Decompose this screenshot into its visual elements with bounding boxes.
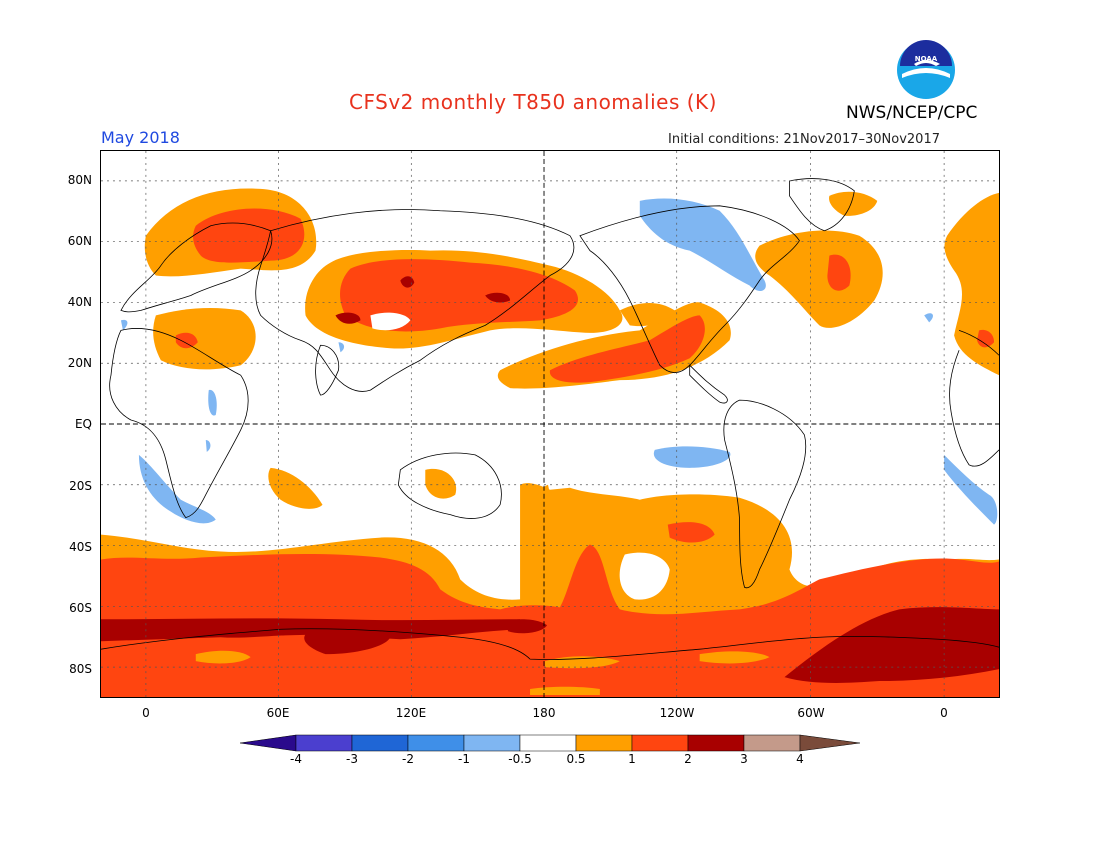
colorbar-swatch-neg2-neg1 xyxy=(407,734,465,752)
initial-conditions: Initial conditions: 21Nov2017–30Nov2017 xyxy=(668,132,940,147)
lon-label-60w: 60W xyxy=(797,706,825,720)
logo-text: NOAA xyxy=(915,55,938,63)
lon-label-180: 180 xyxy=(532,706,556,720)
lon-label-60e: 60E xyxy=(266,706,290,720)
colorbar-swatch-lt-neg4 xyxy=(240,734,297,752)
colorbar-swatch-3-4 xyxy=(743,734,801,752)
colorbar-swatch-gt4 xyxy=(799,734,861,752)
colorbar-label-3: 3 xyxy=(740,752,748,766)
noaa-logo: NOAA xyxy=(897,40,955,99)
lat-label-20n: 20N xyxy=(67,356,92,370)
colorbar-swatch-neg4-neg3 xyxy=(295,734,353,752)
colorbar-swatch-2-3 xyxy=(687,734,745,752)
colorbar-swatch-neutral xyxy=(519,734,577,752)
colorbar-label-2: 2 xyxy=(684,752,692,766)
graticule xyxy=(101,151,999,697)
colorbar-label-05: 0.5 xyxy=(566,752,586,766)
lon-label-0-right: 0 xyxy=(940,706,948,720)
lat-label-80s: 80S xyxy=(69,662,92,676)
colorbar-label-neg1: -1 xyxy=(458,752,470,766)
colorbar-swatch-neg1-neg05 xyxy=(463,734,521,752)
lat-label-80n: 80N xyxy=(67,173,92,187)
colorbar xyxy=(240,734,861,752)
lat-label-40s: 40S xyxy=(69,540,92,554)
colorbar-swatch-05-1 xyxy=(575,734,633,752)
colorbar-label-neg05: -0.5 xyxy=(508,752,532,766)
colorbar-swatch-neg3-neg2 xyxy=(351,734,409,752)
colorbar-label-neg2: -2 xyxy=(402,752,414,766)
chart-title: CFSv2 monthly T850 anomalies (K) xyxy=(349,90,717,114)
lat-label-20s: 20S xyxy=(69,479,92,493)
lat-label-60s: 60S xyxy=(69,601,92,615)
anomaly-map xyxy=(100,150,1000,698)
colorbar-label-neg4: -4 xyxy=(290,752,302,766)
lon-label-120e: 120E xyxy=(395,706,427,720)
lat-label-60n: 60N xyxy=(67,234,92,248)
colorbar-swatch-1-2 xyxy=(631,734,689,752)
lon-label-0: 0 xyxy=(142,706,150,720)
anomaly-band-southern-red xyxy=(101,544,999,697)
coastlines xyxy=(101,178,999,660)
colorbar-label-1: 1 xyxy=(628,752,636,766)
lat-label-40n: 40N xyxy=(67,295,92,309)
colorbar-label-4: 4 xyxy=(796,752,804,766)
lat-label-eq: EQ xyxy=(74,417,92,431)
colorbar-label-neg3: -3 xyxy=(346,752,358,766)
agency-label: NWS/NCEP/CPC xyxy=(846,103,978,123)
lon-label-120w: 120W xyxy=(659,706,695,720)
forecast-month: May 2018 xyxy=(101,128,180,147)
